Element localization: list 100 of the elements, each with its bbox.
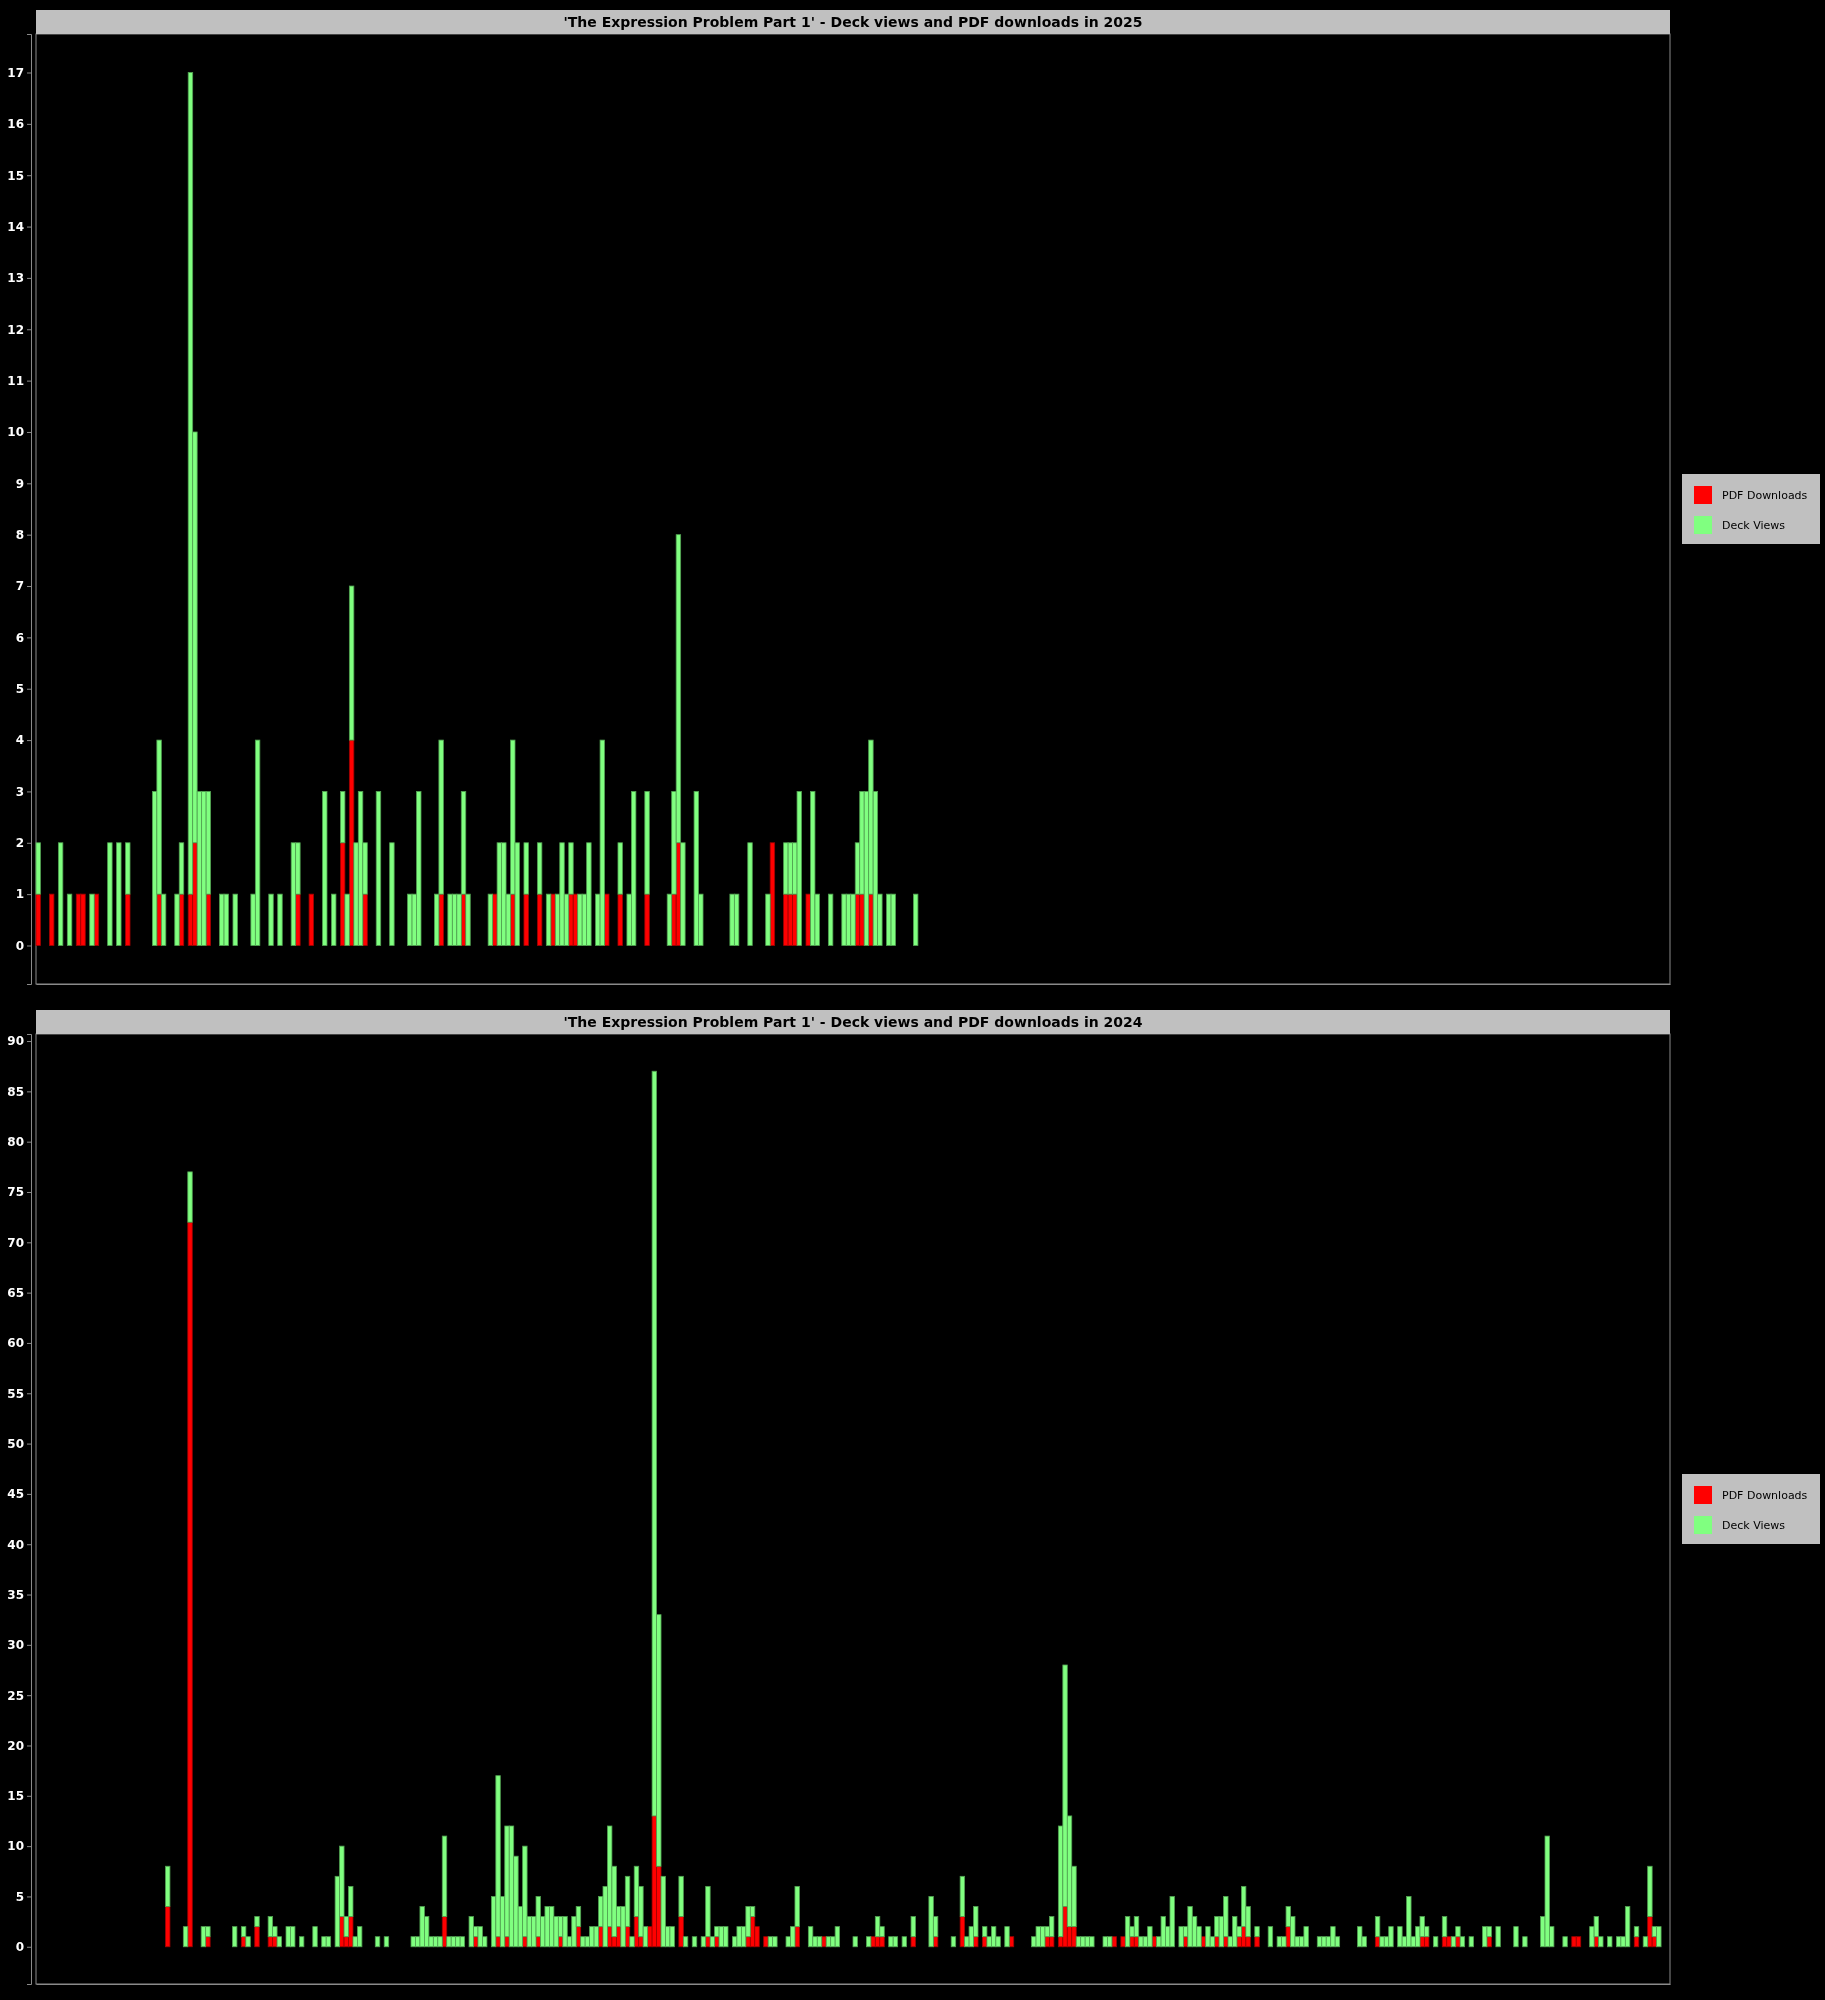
bar	[321, 1936, 327, 1948]
bar	[1397, 1926, 1403, 1948]
y-tick-label: 15	[7, 168, 24, 183]
y-tick-label: 10	[7, 1839, 24, 1854]
bar	[232, 893, 238, 946]
bar	[1254, 1926, 1260, 1938]
bar	[928, 1896, 934, 1948]
y-tick-label: 55	[7, 1386, 24, 1401]
y-tick-label: 0	[15, 938, 24, 953]
bar	[787, 893, 793, 946]
bar	[165, 1865, 171, 1907]
y-tick-label: 9	[15, 476, 24, 491]
y-tick-label: 4	[15, 733, 24, 748]
bar	[182, 1926, 189, 1948]
bar	[1432, 1936, 1439, 1948]
bar	[888, 1936, 894, 1948]
bar	[1424, 1936, 1430, 1948]
bar	[254, 1926, 260, 1948]
bar	[729, 893, 735, 946]
bar	[678, 1916, 684, 1948]
y-tick-label: 25	[7, 1688, 24, 1703]
bar	[1441, 1916, 1448, 1938]
y-tick-label: 35	[7, 1587, 24, 1602]
bar	[787, 842, 793, 895]
y-tick-label: 6	[15, 630, 24, 645]
bar	[805, 893, 811, 946]
bar	[1321, 1936, 1327, 1948]
bar	[1089, 1936, 1095, 1948]
bar	[1468, 1936, 1474, 1948]
bar	[1642, 1936, 1649, 1948]
bar	[772, 1936, 778, 1948]
bar	[1267, 1926, 1274, 1948]
bar	[1522, 1936, 1528, 1948]
bar	[1624, 1906, 1631, 1948]
bar	[763, 1936, 769, 1948]
bar	[308, 893, 314, 946]
bar	[375, 791, 382, 946]
bar	[116, 842, 122, 946]
y-tick-label: 40	[7, 1537, 24, 1552]
bar	[1562, 1936, 1568, 1948]
bar	[410, 1936, 416, 1948]
bar	[617, 842, 623, 895]
bar	[1169, 1896, 1175, 1948]
bar	[383, 1936, 390, 1948]
bar	[523, 893, 529, 946]
bar	[834, 1926, 841, 1948]
bar	[678, 1875, 684, 1917]
bar	[468, 1916, 474, 1948]
bar	[586, 842, 592, 946]
bar	[1178, 1926, 1184, 1948]
bar	[691, 1936, 698, 1948]
bar	[1147, 1926, 1153, 1948]
bar	[66, 893, 73, 946]
bar	[254, 1916, 260, 1928]
bar	[545, 893, 552, 946]
y-tick-label: 30	[7, 1638, 24, 1653]
y-tick-label: 90	[7, 1034, 24, 1049]
bar	[536, 842, 543, 895]
bar	[1160, 1916, 1166, 1948]
bar	[879, 1936, 885, 1948]
bar	[1049, 1936, 1055, 1948]
y-tick-label: 75	[7, 1185, 24, 1200]
bar	[389, 842, 395, 946]
bar	[322, 791, 328, 946]
y-tick-label: 45	[7, 1487, 24, 1502]
bar	[49, 893, 55, 946]
bar	[796, 791, 802, 946]
bar	[559, 842, 565, 946]
bar	[660, 1875, 666, 1948]
bar	[232, 1926, 238, 1948]
bar	[852, 1936, 858, 1948]
bar	[1607, 1936, 1613, 1948]
bar	[892, 1936, 899, 1948]
bar	[340, 791, 346, 844]
bar	[859, 893, 865, 946]
bar	[841, 893, 847, 946]
bar	[959, 1916, 966, 1948]
bar	[165, 1906, 171, 1948]
bar	[1120, 1936, 1126, 1948]
bar	[35, 893, 41, 946]
y-tick-label: 0	[15, 1940, 24, 1955]
bar	[487, 893, 494, 946]
bar	[80, 893, 86, 946]
bar	[1071, 1926, 1077, 1948]
bar	[733, 893, 740, 946]
bar	[1633, 1926, 1640, 1938]
y-tick-label: 8	[15, 528, 24, 543]
legend-label: PDF Downloads	[1722, 1489, 1808, 1502]
bar	[1495, 1926, 1501, 1948]
chart-title: 'The Expression Problem Part 1' - Deck views and PDF downloads in 2025	[563, 14, 1143, 30]
bar	[1482, 1926, 1488, 1948]
bar	[765, 893, 771, 946]
y-tick-label: 60	[7, 1336, 24, 1351]
bar	[57, 842, 64, 946]
bar	[125, 893, 131, 946]
bar	[910, 1916, 916, 1938]
bar	[890, 893, 896, 946]
bar	[1571, 1936, 1577, 1948]
y-tick-label: 14	[7, 219, 24, 234]
bar	[340, 842, 346, 946]
